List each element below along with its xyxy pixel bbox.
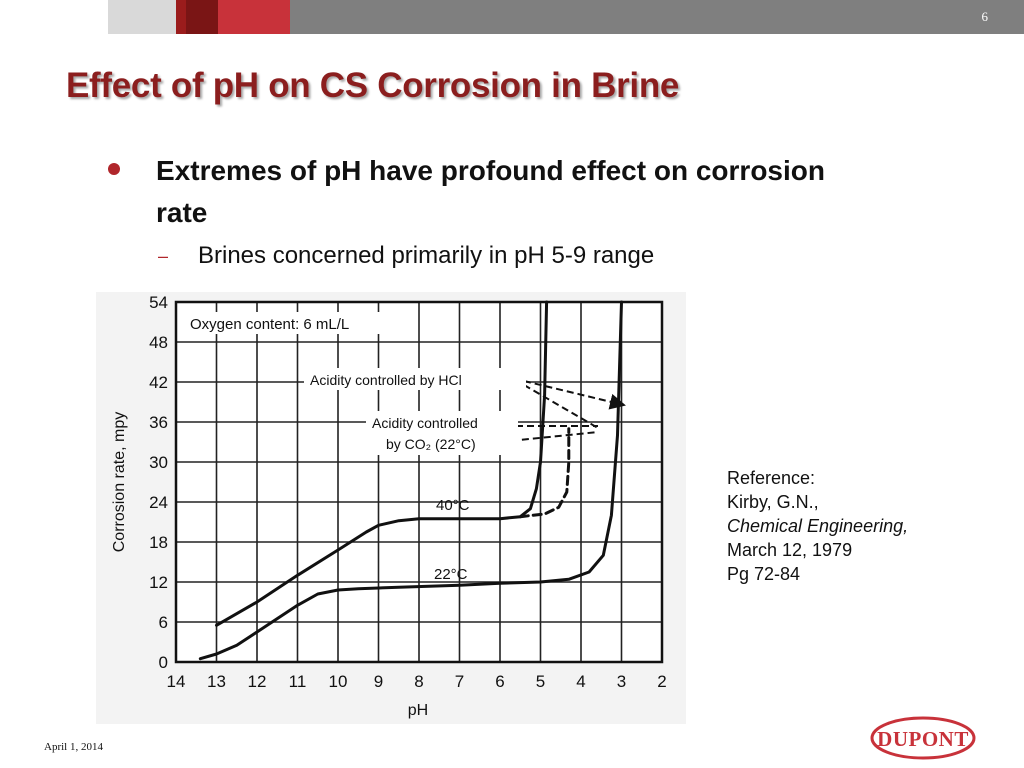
top-banner: 6: [0, 0, 1024, 34]
hcl-leader-line-1: [523, 380, 626, 410]
corrosion-chart: Oxygen content: 6 mL/L Acidity controlle…: [96, 292, 686, 724]
banner-block-red: [218, 0, 290, 34]
slide-title: Effect of pH on CS Corrosion in Brine: [66, 66, 680, 105]
series-layer: [198, 300, 623, 661]
x-tick-label: 7: [455, 672, 464, 691]
series-line-1: [198, 300, 623, 661]
y-axis-label: Corrosion rate, mpy: [111, 412, 128, 553]
banner-block-gray: [290, 0, 1024, 34]
logo-wordmark: DUPONT: [877, 727, 969, 751]
logo-oval: [870, 716, 976, 760]
curve-label-22c: 22°C: [434, 566, 468, 583]
plot-frame: [174, 300, 664, 664]
y-tick-label: 30: [149, 453, 168, 472]
x-tick-label: 5: [536, 672, 545, 691]
banner-block-dark: [176, 0, 186, 34]
x-tick-label: 9: [374, 672, 383, 691]
reference-author: Kirby, G.N.,: [727, 492, 819, 512]
y-tick-label: 54: [149, 293, 168, 312]
reference-block: Reference: Kirby, G.N., Chemical Enginee…: [727, 466, 908, 586]
x-tick-label: 2: [657, 672, 666, 691]
y-tick-label: 42: [149, 373, 168, 392]
y-tick-label: 24: [149, 493, 168, 512]
x-tick-label: 11: [289, 672, 307, 691]
curve-label-40c: 40°C: [436, 497, 470, 514]
reference-label: Reference:: [727, 468, 816, 488]
banner-block-darker: [186, 0, 218, 34]
reference-pages: Pg 72-84: [727, 564, 801, 584]
x-axis-label: pH: [408, 702, 428, 719]
banner-block-light: [108, 0, 176, 34]
series-line-2: [518, 427, 571, 519]
sub-bullet-dash-icon: –: [158, 246, 169, 266]
hcl-label: Acidity controlled by HCl: [310, 372, 462, 388]
hcl-label-bg: [304, 368, 526, 390]
sub-bullet-text: Brines concerned primarily in pH 5-9 ran…: [198, 242, 655, 269]
oxygen-content-label: Oxygen content: 6 mL/L: [190, 316, 349, 333]
oxygen-label-bg: [184, 312, 386, 334]
y-tick-label: 48: [149, 333, 168, 352]
grid-lines: [174, 300, 664, 664]
dupont-logo: DUPONT: [870, 716, 976, 760]
y-tick-label: 12: [149, 573, 168, 592]
y-tick-label: 36: [149, 413, 168, 432]
x-tick-label: 13: [207, 672, 226, 691]
co2-label-line2: by CO₂ (22°C): [386, 436, 476, 452]
chart-annotations: Oxygen content: 6 mL/L Acidity controlle…: [184, 312, 526, 583]
corrosion-chart-svg: Oxygen content: 6 mL/L Acidity controlle…: [96, 292, 686, 724]
x-tick-label: 8: [414, 672, 423, 691]
y-tick-label: 0: [159, 653, 168, 672]
co2-label-line1: Acidity controlled: [372, 415, 478, 431]
x-tick-label: 3: [617, 672, 626, 691]
x-tick-label: 10: [329, 672, 348, 691]
x-tick-label: 6: [495, 672, 504, 691]
bullet-main-text: Extremes of pH have profound effect on c…: [156, 155, 825, 228]
co2-label-bg: [366, 411, 518, 455]
bullet-dot-icon: [108, 163, 120, 175]
x-tick-label: 14: [167, 672, 186, 691]
x-tick-label: 12: [248, 672, 267, 691]
y-tick-label: 18: [149, 533, 168, 552]
slide-number: 6: [981, 9, 989, 24]
x-tick-label: 4: [576, 672, 585, 691]
reference-journal: Chemical Engineering,: [727, 516, 909, 536]
series-line-0: [215, 300, 549, 627]
y-tick-label: 6: [159, 613, 168, 632]
footer-date: April 1, 2014: [44, 741, 103, 753]
reference-date: March 12, 1979: [727, 540, 853, 560]
hcl-leader-line-2: [523, 384, 599, 429]
